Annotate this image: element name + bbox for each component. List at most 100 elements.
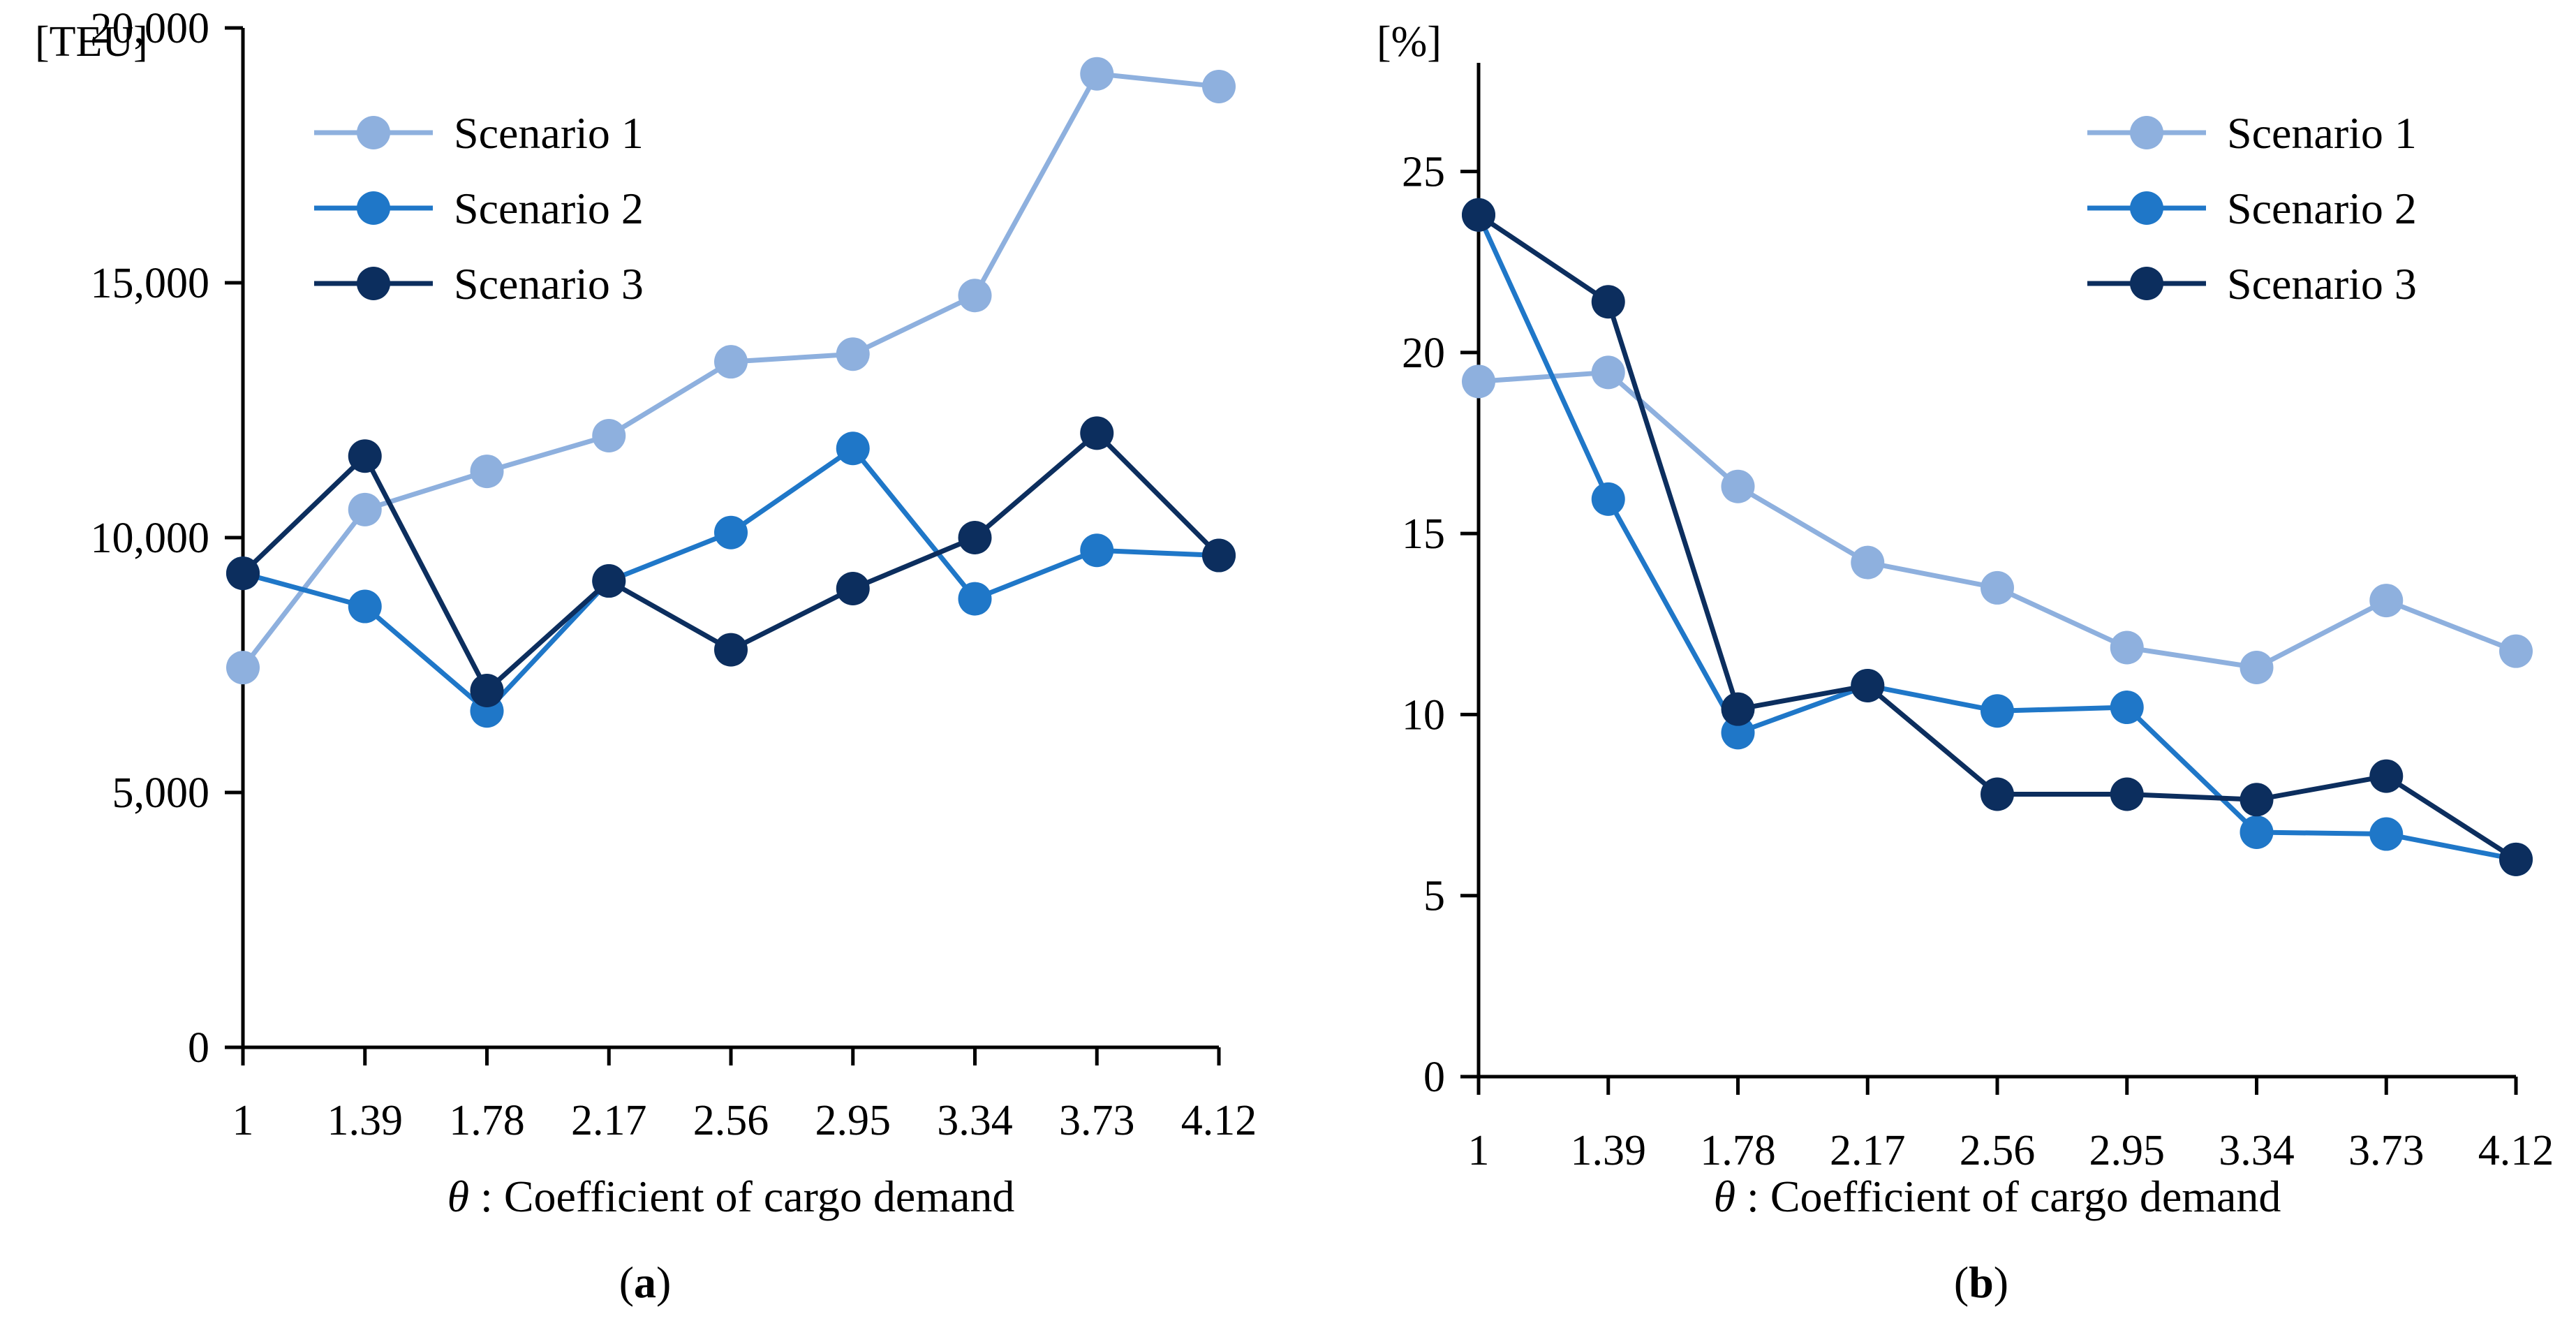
panel-letter: a <box>634 1257 656 1307</box>
series-scenario-3 <box>1462 198 2533 876</box>
x-tick-label: 2.17 <box>1830 1127 1906 1174</box>
x-tick-label: 3.73 <box>1059 1097 1135 1144</box>
data-point <box>1851 545 1885 580</box>
data-point <box>470 674 504 707</box>
data-point <box>1462 364 1495 399</box>
series-scenario-3 <box>226 416 1236 707</box>
data-point <box>714 515 748 549</box>
data-point <box>1462 198 1495 232</box>
chart-panel-b: [%] 0 5 10 15 20 25 1 1.39 1.78 2.17 2.56 2.95 3.34… <box>1377 18 2554 1307</box>
x-axis-title: θ : Coefficient of cargo demand <box>447 1172 1015 1221</box>
panel-paren-close: ) <box>656 1257 671 1307</box>
unit-label: [TEU] <box>35 18 148 66</box>
data-point <box>2369 759 2404 793</box>
x-ticks: 1 1.39 1.78 2.17 2.56 2.95 3.34 3.73 4.12 <box>1468 1077 2554 1174</box>
data-point <box>1981 777 2014 811</box>
series-group <box>226 57 1236 728</box>
legend-label: Scenario 1 <box>454 108 644 158</box>
data-point <box>1202 69 1236 103</box>
panel-label: (b) <box>1954 1257 2008 1307</box>
legend-label: Scenario 3 <box>2227 259 2417 309</box>
data-point <box>470 455 504 489</box>
legend-item-scenario-2: Scenario 2 <box>314 184 644 233</box>
data-point <box>1981 570 2014 605</box>
x-axis-label: : Coefficient of cargo demand <box>469 1172 1014 1221</box>
data-point <box>2110 691 2144 725</box>
series-scenario-1 <box>226 57 1236 685</box>
legend: Scenario 1 Scenario 2 Scenario 3 <box>2087 108 2417 309</box>
series-line <box>1478 369 2517 670</box>
series-line <box>1476 214 2517 862</box>
panel-label: (a) <box>619 1257 672 1307</box>
data-point <box>1591 482 1625 516</box>
data-point <box>1202 538 1236 573</box>
x-tick-label: 1.78 <box>449 1097 525 1144</box>
data-point <box>1080 416 1114 450</box>
panel-letter: b <box>1969 1257 1994 1307</box>
y-tick-label: 5,000 <box>112 769 210 817</box>
legend-item-scenario-3: Scenario 3 <box>314 259 644 309</box>
x-axis-title: θ : Coefficient of cargo demand <box>1714 1172 2281 1221</box>
data-point <box>2369 817 2404 851</box>
y-tick-label: 20,000 <box>91 5 210 52</box>
x-tick-label: 2.95 <box>2089 1127 2166 1174</box>
x-tick-label: 3.34 <box>937 1097 1013 1144</box>
x-ticks: 1 1.39 1.78 2.17 2.56 2.95 3.34 3.73 4.12 <box>232 1047 1257 1144</box>
panel-paren-close: ) <box>1994 1257 2008 1307</box>
y-ticks: 0 5 10 15 20 25 <box>1402 149 1479 1101</box>
panel-paren-open: ( <box>1954 1257 1969 1307</box>
data-point <box>1981 694 2014 728</box>
data-point <box>1721 692 1755 726</box>
data-point <box>2240 815 2274 849</box>
x-tick-label: 3.73 <box>2348 1127 2425 1174</box>
y-tick-label: 25 <box>1402 149 1445 196</box>
legend-item-scenario-2: Scenario 2 <box>2087 184 2417 233</box>
data-point <box>1080 57 1114 91</box>
x-tick-label: 1.78 <box>1700 1127 1776 1174</box>
x-tick-label: 2.56 <box>693 1097 769 1144</box>
legend-marker <box>357 116 390 149</box>
data-point <box>592 419 626 452</box>
y-tick-label: 0 <box>1423 1054 1445 1101</box>
legend-label: Scenario 3 <box>454 259 644 309</box>
data-point <box>836 431 870 466</box>
legend-label: Scenario 2 <box>454 184 644 233</box>
y-tick-label: 10 <box>1402 691 1445 739</box>
x-tick-label: 4.12 <box>2478 1127 2554 1174</box>
data-point <box>1591 285 1625 319</box>
legend-marker <box>2130 267 2163 300</box>
data-point <box>2110 630 2144 665</box>
theta-symbol: θ <box>447 1172 469 1221</box>
data-point <box>2369 584 2404 618</box>
legend-item-scenario-1: Scenario 1 <box>314 108 644 158</box>
x-tick-label: 2.56 <box>1960 1127 2036 1174</box>
series-group <box>1462 198 2533 876</box>
legend-item-scenario-1: Scenario 1 <box>2087 108 2417 158</box>
y-ticks: 0 5,000 10,000 15,000 20,000 <box>91 5 243 1072</box>
series-scenario-1 <box>1462 355 2533 685</box>
data-point <box>958 521 992 554</box>
data-point <box>836 572 870 605</box>
legend-label: Scenario 2 <box>2227 184 2417 233</box>
data-point <box>2110 777 2144 811</box>
data-point <box>226 651 260 685</box>
data-point <box>348 492 382 526</box>
data-point <box>2240 651 2274 685</box>
data-point <box>1080 533 1114 568</box>
x-tick-label: 3.34 <box>2219 1127 2295 1174</box>
x-axis-label: : Coefficient of cargo demand <box>1735 1172 2281 1221</box>
chart-panel-a: [TEU] 0 5,000 10,000 15,000 20,000 1 1.39 1.78… <box>35 5 1257 1307</box>
legend: Scenario 1 Scenario 2 Scenario 3 <box>314 108 644 309</box>
data-point <box>592 564 626 598</box>
data-point <box>2499 634 2533 668</box>
x-tick-label: 1 <box>1468 1127 1490 1174</box>
data-point <box>1721 716 1755 750</box>
x-tick-label: 1 <box>232 1097 254 1144</box>
y-tick-label: 5 <box>1423 873 1445 920</box>
theta-symbol: θ <box>1714 1172 1735 1221</box>
data-point <box>348 589 382 624</box>
panel-paren-open: ( <box>619 1257 634 1307</box>
y-tick-label: 15,000 <box>91 260 210 307</box>
legend-label: Scenario 1 <box>2227 108 2417 158</box>
